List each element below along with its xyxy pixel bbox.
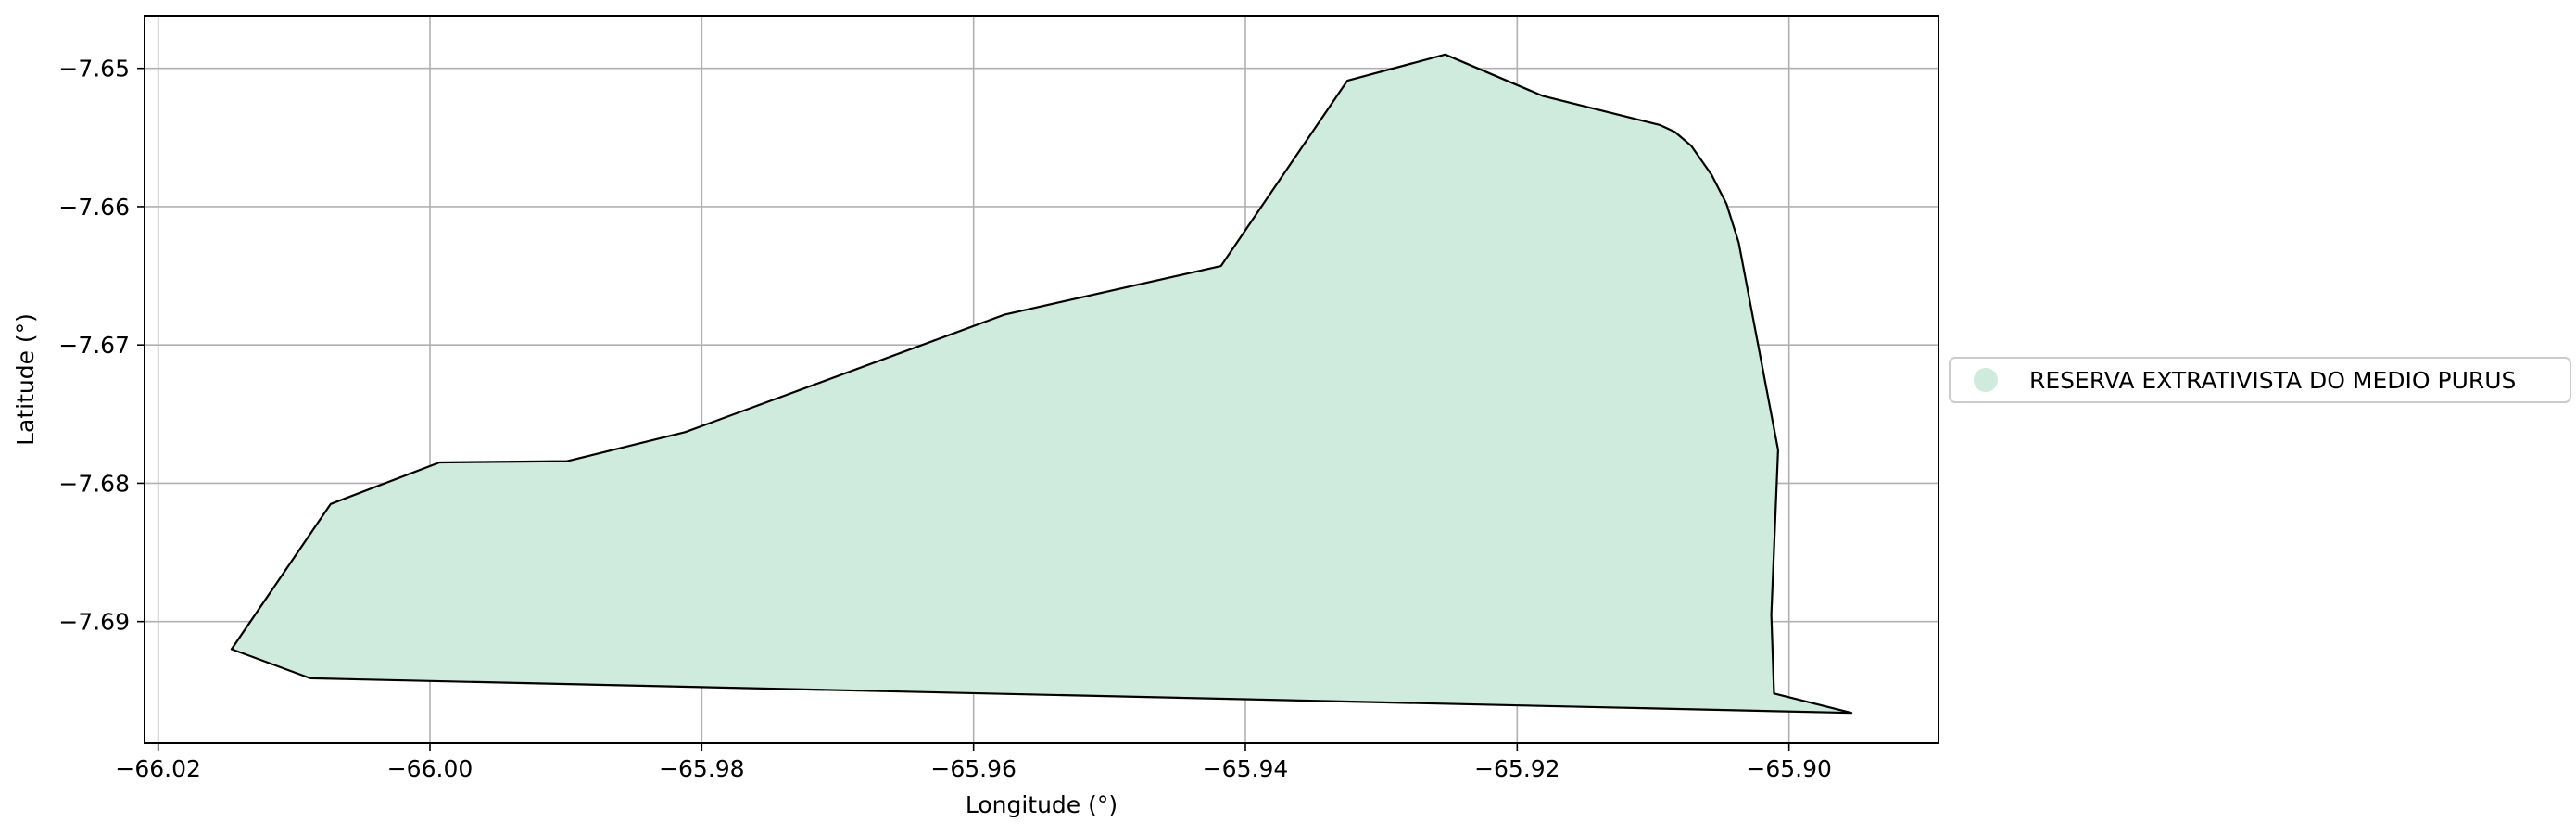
x-tick-label: −65.90 [1746,755,1832,782]
x-axis-label: Longitude (°) [966,791,1118,818]
legend-box [1949,357,2571,403]
x-tick-label: −65.92 [1474,755,1560,782]
map-polygons [230,53,1853,715]
y-tick-label: −7.67 [58,332,130,359]
y-tick-label: −7.68 [58,470,130,497]
y-tick-label: −7.69 [58,609,130,636]
y-axis-label: Latitude (°) [12,313,39,446]
y-tick-label: −7.65 [58,56,130,82]
x-tick-label: −65.96 [930,755,1017,782]
x-tick-label: −65.94 [1203,755,1289,782]
legend-marker [1974,368,1998,392]
y-tick-label: −7.66 [58,194,130,221]
x-tick-label: −66.02 [115,755,201,782]
legend: RESERVA EXTRATIVISTA DO MEDIO PURUS [1949,357,2571,403]
legend-label: RESERVA EXTRATIVISTA DO MEDIO PURUS [2029,367,2516,394]
x-tick-label: −65.98 [659,755,745,782]
x-tick-label: −66.00 [387,755,474,782]
axes-frame [144,15,1939,744]
reserve-boundary-polygon [230,53,1853,715]
y-axis-ticks: −7.65 −7.66 −7.67 −7.68 −7.69 [58,56,145,636]
x-axis-ticks: −66.02 −66.00 −65.98 −65.96 −65.94 −65.92 −65.… [115,743,1832,782]
